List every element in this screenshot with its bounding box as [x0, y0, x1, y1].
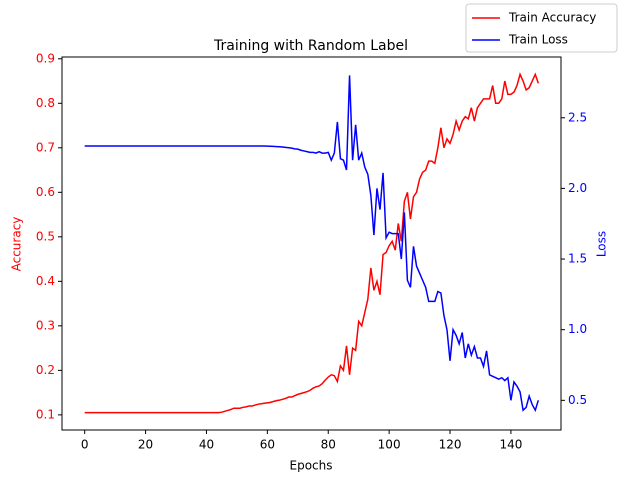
y-tick-label: 0.8 — [36, 96, 55, 110]
y-tick-label: 0.6 — [36, 185, 55, 199]
line-series — [84, 72, 540, 414]
y-axis-label: Accuracy — [10, 217, 24, 272]
x-tick-label: 100 — [378, 438, 401, 452]
y2-tick-label: 1.5 — [568, 252, 587, 266]
legend-box — [465, 3, 618, 53]
line-series — [84, 75, 540, 413]
y-tick-label: 0.3 — [36, 318, 55, 332]
x-tick-label: 0 — [81, 438, 89, 452]
y-tick-label: 0.2 — [36, 363, 55, 377]
x-tick-label: 60 — [260, 438, 275, 452]
chart-title: Training with Random Label — [213, 38, 408, 54]
y-tick-label: 0.7 — [36, 140, 55, 154]
y2-tick-label: 1.0 — [568, 322, 587, 336]
legend-label: Train Accuracy — [508, 11, 596, 25]
y-tick-label: 0.4 — [36, 274, 55, 288]
x-tick-label: 120 — [439, 438, 462, 452]
plot-frame — [61, 56, 562, 431]
x-tick-label: 40 — [199, 438, 214, 452]
y2-tick-label: 2.5 — [568, 110, 587, 124]
x-axis-label: Epochs — [290, 459, 333, 473]
y-tick-label: 0.5 — [36, 229, 55, 243]
y2-axis-label: Loss — [595, 231, 609, 257]
x-tick-label: 80 — [321, 438, 336, 452]
x-tick-label: 140 — [499, 438, 522, 452]
y-tick-label: 0.1 — [36, 407, 55, 421]
y-tick-label: 0.9 — [36, 51, 55, 65]
y2-tick-label: 2.0 — [568, 181, 587, 195]
legend-label: Train Loss — [508, 33, 568, 47]
y2-tick-label: 0.5 — [568, 393, 587, 407]
x-tick-label: 20 — [138, 438, 153, 452]
